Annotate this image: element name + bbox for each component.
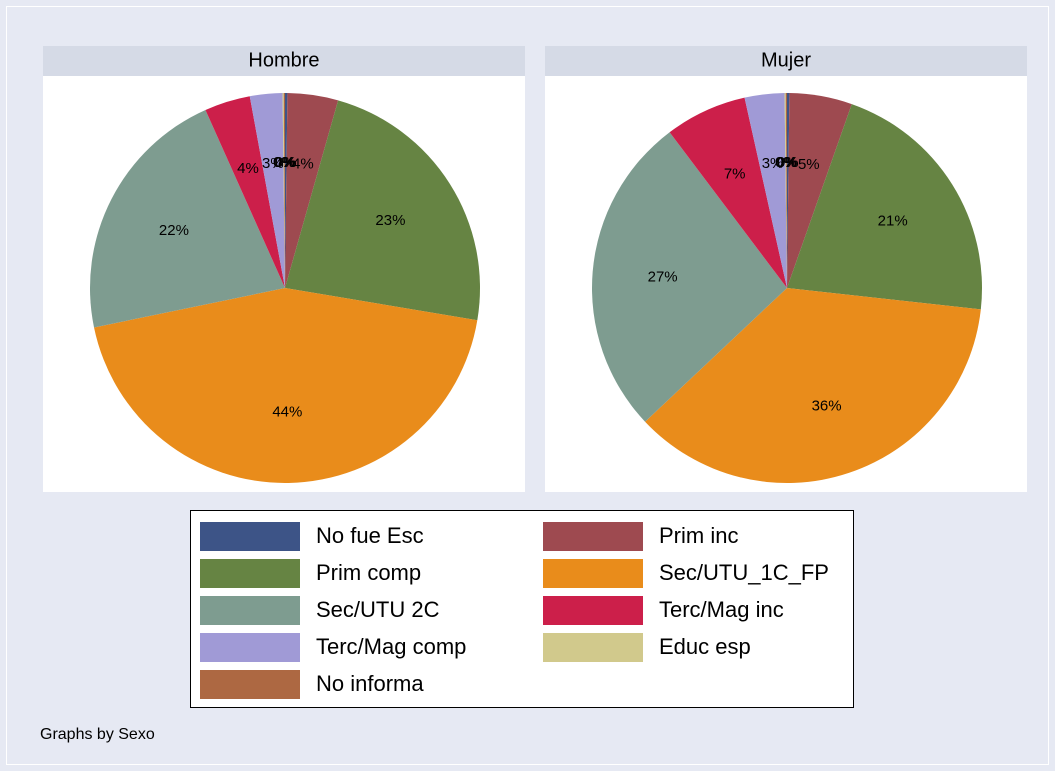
slice-label: 4% (237, 160, 259, 177)
pie-slice (285, 93, 339, 288)
slice-label: 3% (762, 155, 784, 172)
pie-slice (592, 132, 787, 422)
legend-swatch (200, 670, 300, 699)
legend-label: Educ esp (659, 634, 751, 659)
panel-title: Mujer (761, 49, 811, 71)
slice-label: 36% (812, 397, 842, 414)
legend-label: Prim comp (316, 560, 421, 585)
slice-label: 22% (159, 222, 189, 239)
slice-label: 27% (648, 268, 678, 285)
slice-label: 0% (273, 154, 295, 171)
note: Graphs by Sexo (40, 726, 155, 743)
legend-swatch (200, 559, 300, 588)
panel-header (545, 46, 1027, 76)
pie-slice (744, 93, 787, 288)
legend-swatch (543, 596, 643, 625)
legend-label: No fue Esc (316, 523, 424, 548)
pie-slice (249, 93, 285, 288)
slice-label: 44% (272, 404, 302, 421)
legend-swatch (200, 522, 300, 551)
pie-slice (787, 104, 982, 310)
pie-slice (205, 96, 285, 288)
legend-label: Prim inc (659, 523, 738, 548)
slice-label: 5% (798, 156, 820, 173)
panel-title: Hombre (248, 49, 319, 71)
pie-slice (787, 93, 852, 288)
slice-label: 0% (776, 154, 798, 171)
slice-label: 0% (775, 154, 797, 171)
pie-slice (94, 288, 478, 484)
pie-slice (645, 288, 981, 483)
slice-label: 0% (777, 154, 799, 171)
frame (6, 6, 1049, 765)
pie-slice (787, 93, 790, 288)
slice-label: 0% (275, 154, 297, 171)
legend-swatch (200, 633, 300, 662)
pie-slice (669, 97, 787, 288)
legend-swatch (543, 633, 643, 662)
legend-swatch (200, 596, 300, 625)
slice-label: 4% (292, 155, 314, 172)
pie-slice (90, 109, 285, 328)
legend-label: Sec/UTU 2C (316, 597, 440, 622)
slice-label: 23% (375, 212, 405, 229)
slice-label: 3% (262, 155, 284, 172)
slice-label: 21% (878, 213, 908, 230)
pie-slice (282, 93, 285, 288)
legend-label: Terc/Mag inc (659, 597, 784, 622)
pie-slice (285, 100, 480, 321)
pie-slice (283, 93, 285, 288)
slice-label: 7% (724, 166, 746, 183)
slice-label: 0% (274, 154, 296, 171)
panel-header (43, 46, 525, 76)
legend-label: No informa (316, 671, 424, 696)
legend-swatch (543, 559, 643, 588)
pie-slice (784, 93, 787, 288)
legend-label: Terc/Mag comp (316, 634, 466, 659)
pie-slice (785, 93, 787, 288)
pie-slice (285, 93, 288, 288)
legend-label: Sec/UTU_1C_FP (659, 560, 829, 585)
legend-swatch (543, 522, 643, 551)
legend-box (190, 510, 854, 708)
